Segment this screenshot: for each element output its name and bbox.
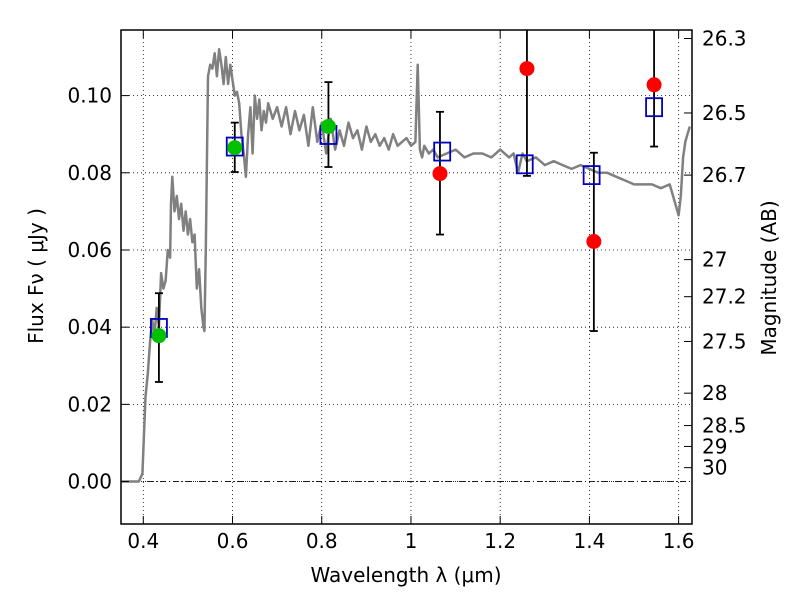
y2-axis-label: Magnitude (AB) (757, 200, 781, 355)
magnitude-tick-label: 28 (702, 381, 727, 405)
magnitude-tick-label: 27.2 (702, 285, 747, 309)
x-tick-label: 0.8 (306, 529, 338, 553)
plot-area (121, 30, 691, 483)
magnitude-tick-label: 26.3 (702, 26, 747, 50)
x-tick-labels: 0.4 0.6 0.8 1 1.2 1.4 1.6 (127, 529, 694, 553)
model-sed-line (121, 48, 691, 483)
red-data-point (519, 61, 535, 77)
magnitude-tick-label: 29 (702, 434, 727, 458)
red-data-point (586, 233, 602, 249)
x-tick-label: 0.6 (217, 529, 249, 553)
red-data-point (646, 77, 662, 93)
magnitude-tick-label: 26.7 (702, 163, 747, 187)
y-tick-label: 0.10 (67, 84, 112, 108)
green-data-point (320, 118, 336, 134)
x-tick-label: 1.4 (573, 529, 605, 553)
green-data-point (151, 328, 167, 344)
blue-model-point (645, 97, 663, 118)
y-tick-label: 0.04 (67, 315, 112, 339)
magnitude-tick-label: 28.5 (702, 414, 747, 438)
y-tick-labels: 0.00 0.02 0.04 0.06 0.08 0.10 (67, 84, 112, 494)
x-tick-label: 1 (405, 529, 418, 553)
magnitude-tick-label: 27.5 (702, 329, 747, 353)
y-tick-label: 0.02 (67, 392, 112, 416)
blue-model-point (433, 141, 452, 162)
y-tick-label: 0.06 (67, 238, 112, 262)
tick-marks (121, 30, 692, 524)
x-axis-label: Wavelength λ (μm) (310, 563, 501, 587)
x-tick-label: 0.4 (127, 529, 159, 553)
y-tick-label: 0.08 (67, 161, 112, 185)
blue-model-point (582, 165, 601, 186)
axes-frame (120, 29, 693, 525)
y-tick-label: 0.00 (67, 470, 112, 494)
y-axis-label: Flux Fν ( μJy ) (24, 208, 48, 344)
red-data-point (432, 166, 448, 182)
magnitude-tick-label: 27 (702, 248, 727, 272)
x-tick-label: 1.2 (484, 529, 516, 553)
blue-model-point (225, 136, 244, 157)
x-tick-label: 1.6 (663, 529, 695, 553)
magnitude-tick-label: 30 (702, 456, 727, 480)
blue-model-point (515, 154, 534, 175)
green-data-point (227, 140, 243, 156)
magnitude-tick-label: 26.5 (702, 101, 747, 125)
